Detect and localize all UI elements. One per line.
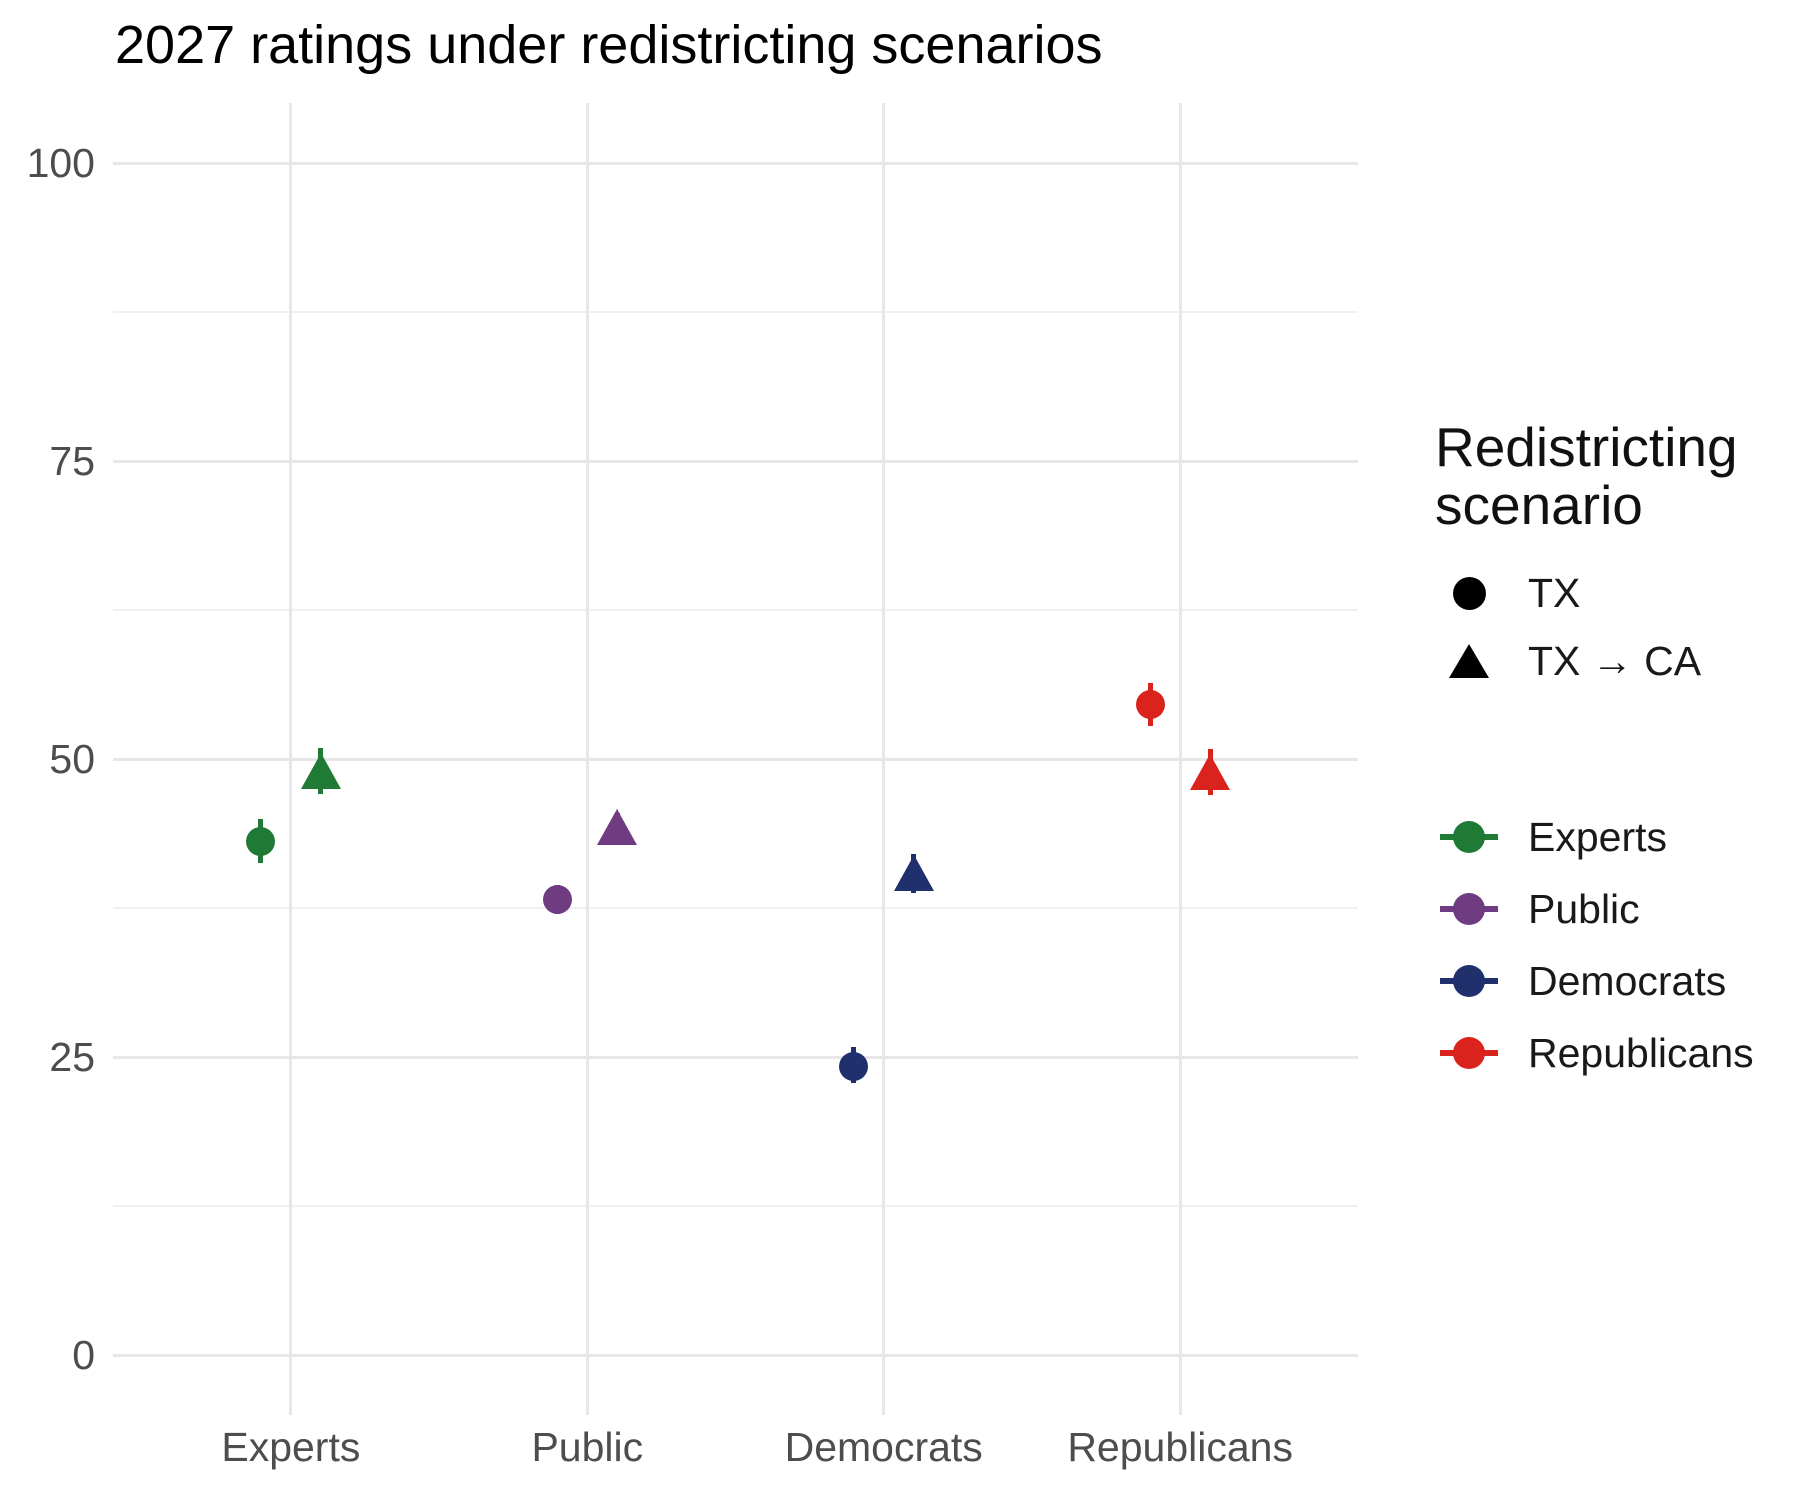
y-tick-label: 0 <box>72 1332 95 1378</box>
gridline-minor-y <box>113 609 1358 611</box>
legend-item-tx-ca: TX → CA <box>1440 627 1701 695</box>
legend-item-experts: Experts <box>1440 801 1754 873</box>
legend-item-democrats: Democrats <box>1440 945 1754 1017</box>
legend-shape: TX TX → CA <box>1440 559 1701 695</box>
plot-panel <box>113 103 1358 1415</box>
gridline-minor-y <box>113 907 1358 909</box>
x-tick-label-experts: Experts <box>221 1424 361 1470</box>
gridline-major-y <box>113 459 1358 463</box>
circle-glyph <box>1452 576 1486 610</box>
gridline-major-y <box>113 757 1358 761</box>
legend-item-label: Public <box>1528 885 1640 932</box>
legend-color: Experts Public Democrats Republicans <box>1440 801 1754 1089</box>
gridline-major-y <box>113 1353 1358 1357</box>
y-tick-label: 25 <box>49 1034 95 1080</box>
x-tick-label-public: Public <box>531 1424 644 1470</box>
triangle-icon <box>1440 644 1498 678</box>
key-dot <box>1453 821 1485 853</box>
gridline-minor-y <box>113 311 1358 313</box>
key-dot <box>1453 965 1485 997</box>
circle-icon <box>1440 576 1498 610</box>
gridline-minor-y <box>113 1205 1358 1207</box>
marker-republicans-tx <box>1135 689 1165 719</box>
legend-title: Redistricting scenario <box>1435 418 1738 534</box>
marker-public-tx-ca <box>597 808 638 845</box>
gridline-major-y <box>113 161 1358 165</box>
legend-item-public: Public <box>1440 873 1754 945</box>
gridline-major-y <box>113 1055 1358 1059</box>
x-tick-label-democrats: Democrats <box>784 1424 983 1470</box>
gridline-major-x-republicans <box>1178 103 1182 1415</box>
chart-title: 2027 ratings under redistricting scenari… <box>115 15 1103 75</box>
key-dot <box>1453 1037 1485 1069</box>
gridline-major-x-experts <box>289 103 293 1415</box>
marker-experts-tx <box>246 826 276 856</box>
marker-democrats-tx <box>839 1052 869 1082</box>
legend-title-line2: scenario <box>1435 474 1643 536</box>
gridline-major-x-democrats <box>882 103 886 1415</box>
legend-item-tx: TX <box>1440 559 1701 627</box>
gridline-major-x-public <box>585 103 589 1415</box>
marker-democrats-tx-ca <box>893 855 934 892</box>
key-dot <box>1453 893 1485 925</box>
legend-item-label: TX → CA <box>1528 637 1702 684</box>
y-tick-label: 50 <box>49 736 95 782</box>
legend-item-label: Experts <box>1528 813 1667 860</box>
marker-experts-tx-ca <box>300 752 341 789</box>
legend-item-label: Republicans <box>1528 1029 1754 1076</box>
y-tick-label: 100 <box>26 140 95 186</box>
legend-item-label: TX <box>1528 569 1581 616</box>
x-tick-label-republicans: Republicans <box>1067 1424 1293 1470</box>
marker-republicans-tx-ca <box>1190 754 1231 791</box>
triangle-glyph <box>1449 644 1489 678</box>
legend-item-republicans: Republicans <box>1440 1017 1754 1089</box>
marker-public-tx <box>542 885 572 915</box>
legend-title-line1: Redistricting <box>1435 416 1738 478</box>
y-tick-label: 75 <box>49 438 95 484</box>
legend-item-label: Democrats <box>1528 957 1727 1004</box>
